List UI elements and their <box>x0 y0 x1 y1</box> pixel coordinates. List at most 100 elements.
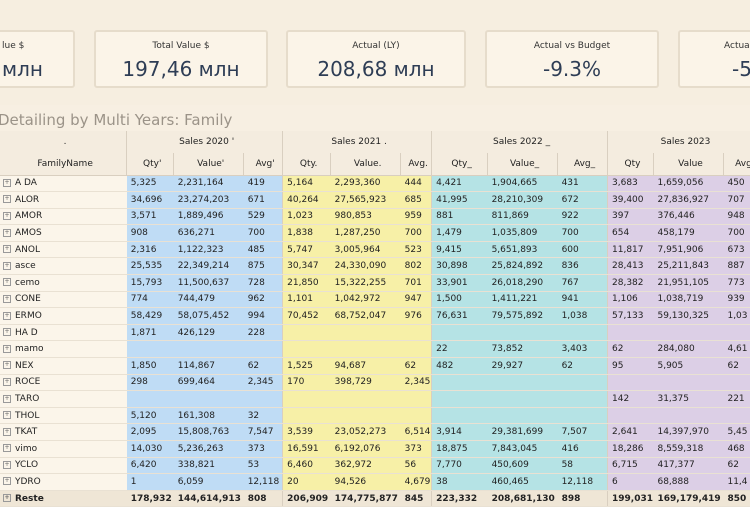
kpi-card-total-value[interactable]: Total Value $ 197,46 млн <box>94 30 268 88</box>
family-cell[interactable]: +TKAT <box>0 424 127 441</box>
col-header-qty[interactable]: Qty' <box>127 153 174 175</box>
expand-icon[interactable]: + <box>3 195 11 203</box>
family-cell[interactable]: +NEX <box>0 358 127 375</box>
family-name: CONE <box>15 294 41 304</box>
expand-icon[interactable]: + <box>3 295 11 303</box>
family-cell[interactable]: +AMOR <box>0 208 127 225</box>
family-cell[interactable]: +AMOS <box>0 225 127 242</box>
expand-icon[interactable]: + <box>3 494 11 502</box>
expand-icon[interactable]: + <box>3 278 11 286</box>
cell-value: 699,464 <box>174 374 244 391</box>
expand-icon[interactable]: + <box>3 395 11 403</box>
family-cell[interactable]: +mamo <box>0 341 127 358</box>
expand-icon[interactable]: + <box>3 411 11 419</box>
kpi-card-actual-ly[interactable]: Actual (LY) 208,68 млн <box>286 30 466 88</box>
expand-icon[interactable]: + <box>3 245 11 253</box>
expand-icon[interactable]: + <box>3 262 11 270</box>
col-header-avg[interactable]: Avg' <box>244 153 283 175</box>
col-header-qty[interactable]: Qty. <box>283 153 331 175</box>
kpi-card-actual-vs-budget[interactable]: Actual vs Budget -9.3% <box>485 30 659 88</box>
expand-icon[interactable]: + <box>3 477 11 485</box>
cell-value <box>653 374 723 391</box>
cell-value <box>488 324 558 341</box>
expand-icon[interactable]: + <box>3 345 11 353</box>
year-header-2023[interactable]: Sales 2023 <box>608 131 750 153</box>
expand-icon[interactable]: + <box>3 378 11 386</box>
family-cell[interactable]: +Reste <box>0 490 127 507</box>
expand-icon[interactable]: + <box>3 179 11 187</box>
family-cell[interactable]: +THOL <box>0 407 127 424</box>
expand-icon[interactable]: + <box>3 212 11 220</box>
kpi-card-value[interactable]: lue $ млн <box>0 30 75 88</box>
col-header-avg[interactable]: Avg_ <box>558 153 608 175</box>
cell-value: 73,852 <box>488 341 558 358</box>
family-cell[interactable]: +asce <box>0 258 127 275</box>
year-header-2021[interactable]: Sales 2021 . <box>283 131 432 153</box>
cell-avg: 773 <box>723 275 750 292</box>
family-name-header[interactable]: FamilyName <box>0 153 127 175</box>
expand-icon[interactable]: + <box>3 312 11 320</box>
expand-icon[interactable]: + <box>3 444 11 452</box>
col-header-value[interactable]: Value' <box>174 153 244 175</box>
year-header-2020[interactable]: Sales 2020 ' <box>127 131 283 153</box>
family-cell[interactable]: +HA D <box>0 324 127 341</box>
cell-avg: 959 <box>401 208 432 225</box>
cell-avg: 373 <box>244 441 283 458</box>
family-cell[interactable]: +A DA <box>0 175 127 192</box>
cell-avg: 7,547 <box>244 424 283 441</box>
col-header-avg[interactable]: Avg <box>723 153 750 175</box>
col-header-avg[interactable]: Avg. <box>401 153 432 175</box>
family-name: ANOL <box>15 245 40 255</box>
family-cell[interactable]: +vimo <box>0 441 127 458</box>
cell-avg <box>401 407 432 424</box>
cell-qty: 178,932 <box>127 490 174 507</box>
expand-icon[interactable]: + <box>3 361 11 369</box>
family-cell[interactable]: + cemo <box>0 275 127 292</box>
family-cell[interactable]: + CONE <box>0 291 127 308</box>
cell-value: 23,274,203 <box>174 192 244 209</box>
col-header-value[interactable]: Value <box>653 153 723 175</box>
cell-value <box>488 374 558 391</box>
family-cell[interactable]: +TARO <box>0 391 127 408</box>
cell-qty: 4,421 <box>432 175 488 192</box>
expand-icon[interactable]: + <box>3 328 11 336</box>
col-header-qty[interactable]: Qty_ <box>432 153 488 175</box>
kpi-card-actual[interactable]: Actual -5 <box>678 30 750 88</box>
expand-icon[interactable]: + <box>3 229 11 237</box>
col-header-value[interactable]: Value_ <box>488 153 558 175</box>
year-header-2022[interactable]: Sales 2022 _ <box>432 131 608 153</box>
family-cell[interactable]: +YCLO <box>0 457 127 474</box>
col-header-qty[interactable]: Qty <box>608 153 654 175</box>
family-cell[interactable]: +YDRO <box>0 474 127 491</box>
cell-avg: 887 <box>723 258 750 275</box>
expand-icon[interactable]: + <box>3 428 11 436</box>
col-header-value[interactable]: Value. <box>331 153 401 175</box>
family-name: ROCE <box>15 377 40 387</box>
expand-icon[interactable]: + <box>3 461 11 469</box>
family-cell[interactable]: +ERMO <box>0 308 127 325</box>
family-name: cemo <box>15 278 40 288</box>
family-cell[interactable]: + ANOL <box>0 241 127 258</box>
family-cell[interactable]: +ALOR <box>0 192 127 209</box>
family-cell[interactable]: + ROCE <box>0 374 127 391</box>
